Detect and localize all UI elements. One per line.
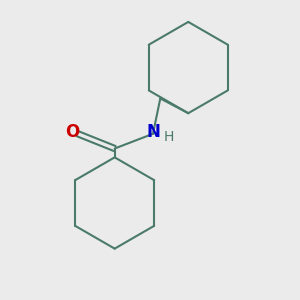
Text: N: N xyxy=(146,123,160,141)
Text: H: H xyxy=(164,130,174,144)
Text: O: O xyxy=(65,123,79,141)
